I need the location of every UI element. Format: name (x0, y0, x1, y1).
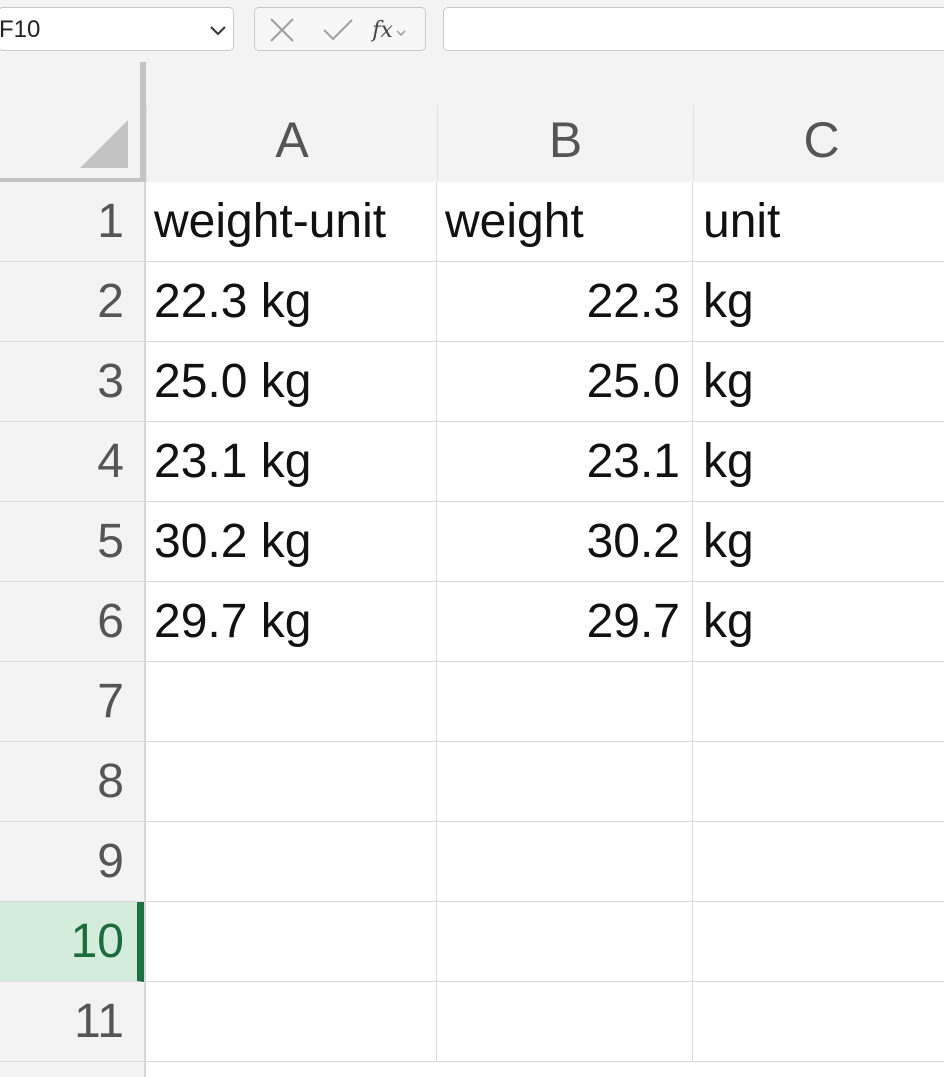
cell-a8[interactable] (146, 742, 437, 822)
cell-a3[interactable]: 25.0 kg (146, 342, 437, 422)
x-icon[interactable] (265, 14, 299, 46)
check-icon[interactable] (321, 14, 355, 46)
cell-a4[interactable]: 23.1 kg (146, 422, 437, 502)
cell-b8[interactable] (437, 742, 693, 822)
cell-c4[interactable]: kg (693, 422, 944, 502)
cell-c3[interactable]: kg (693, 342, 944, 422)
cell-c6[interactable]: kg (693, 582, 944, 662)
cell-c2[interactable]: kg (693, 262, 944, 342)
cell-b1[interactable]: weight (437, 182, 693, 262)
cell-c8[interactable] (693, 742, 944, 822)
row-header-10[interactable]: 10 (0, 902, 144, 982)
cell-c10[interactable] (693, 902, 944, 982)
cell-a9[interactable] (146, 822, 437, 902)
cell-a7[interactable] (146, 662, 437, 742)
cell-a10[interactable] (146, 902, 437, 982)
cell-b6[interactable]: 29.7 (437, 582, 693, 662)
row-header-7[interactable]: 7 (0, 662, 144, 742)
chevron-down-icon[interactable] (207, 20, 229, 40)
cell-a11[interactable] (146, 982, 437, 1062)
row-header-divider (144, 182, 146, 1077)
cell-a6[interactable]: 29.7 kg (146, 582, 437, 662)
cell-a2[interactable]: 22.3 kg (146, 262, 437, 342)
cell-b2[interactable]: 22.3 (437, 262, 693, 342)
cell-a1[interactable]: weight-unit (146, 182, 437, 262)
cell-b9[interactable] (437, 822, 693, 902)
select-all-corner[interactable] (0, 62, 146, 182)
row-header-4[interactable]: 4 (0, 422, 144, 502)
column-header-c[interactable]: C (693, 105, 944, 181)
function-label: fx (372, 17, 393, 43)
name-box[interactable]: F10 (0, 7, 234, 51)
function-icon[interactable]: fx (369, 14, 409, 46)
name-box-value: F10 (0, 16, 41, 43)
row-header-1[interactable]: 1 (0, 182, 144, 262)
cell-b5[interactable]: 30.2 (437, 502, 693, 582)
select-all-triangle-icon (80, 120, 128, 168)
formula-bar: F10 fx (0, 0, 944, 62)
cell-c5[interactable]: kg (693, 502, 944, 582)
formula-buttons: fx (254, 7, 426, 51)
row-header-11[interactable]: 11 (0, 982, 144, 1062)
cell-grid: weight-unit weight unit 22.3 kg 22.3 kg … (146, 182, 944, 1077)
column-header-b[interactable]: B (437, 105, 693, 181)
cell-b7[interactable] (437, 662, 693, 742)
cell-c1[interactable]: unit (693, 182, 944, 262)
row-header-6[interactable]: 6 (0, 582, 144, 662)
cell-b10[interactable] (437, 902, 693, 982)
row-header-8[interactable]: 8 (0, 742, 144, 822)
cell-c11[interactable] (693, 982, 944, 1062)
row-header-5[interactable]: 5 (0, 502, 144, 582)
cell-b11[interactable] (437, 982, 693, 1062)
cell-c9[interactable] (693, 822, 944, 902)
row-header-2[interactable]: 2 (0, 262, 144, 342)
cell-c7[interactable] (693, 662, 944, 742)
cell-a5[interactable]: 30.2 kg (146, 502, 437, 582)
cell-b4[interactable]: 23.1 (437, 422, 693, 502)
row-header-9[interactable]: 9 (0, 822, 144, 902)
formula-input[interactable] (443, 7, 944, 51)
row-header-3[interactable]: 3 (0, 342, 144, 422)
column-header-a[interactable]: A (146, 105, 437, 181)
cell-b3[interactable]: 25.0 (437, 342, 693, 422)
